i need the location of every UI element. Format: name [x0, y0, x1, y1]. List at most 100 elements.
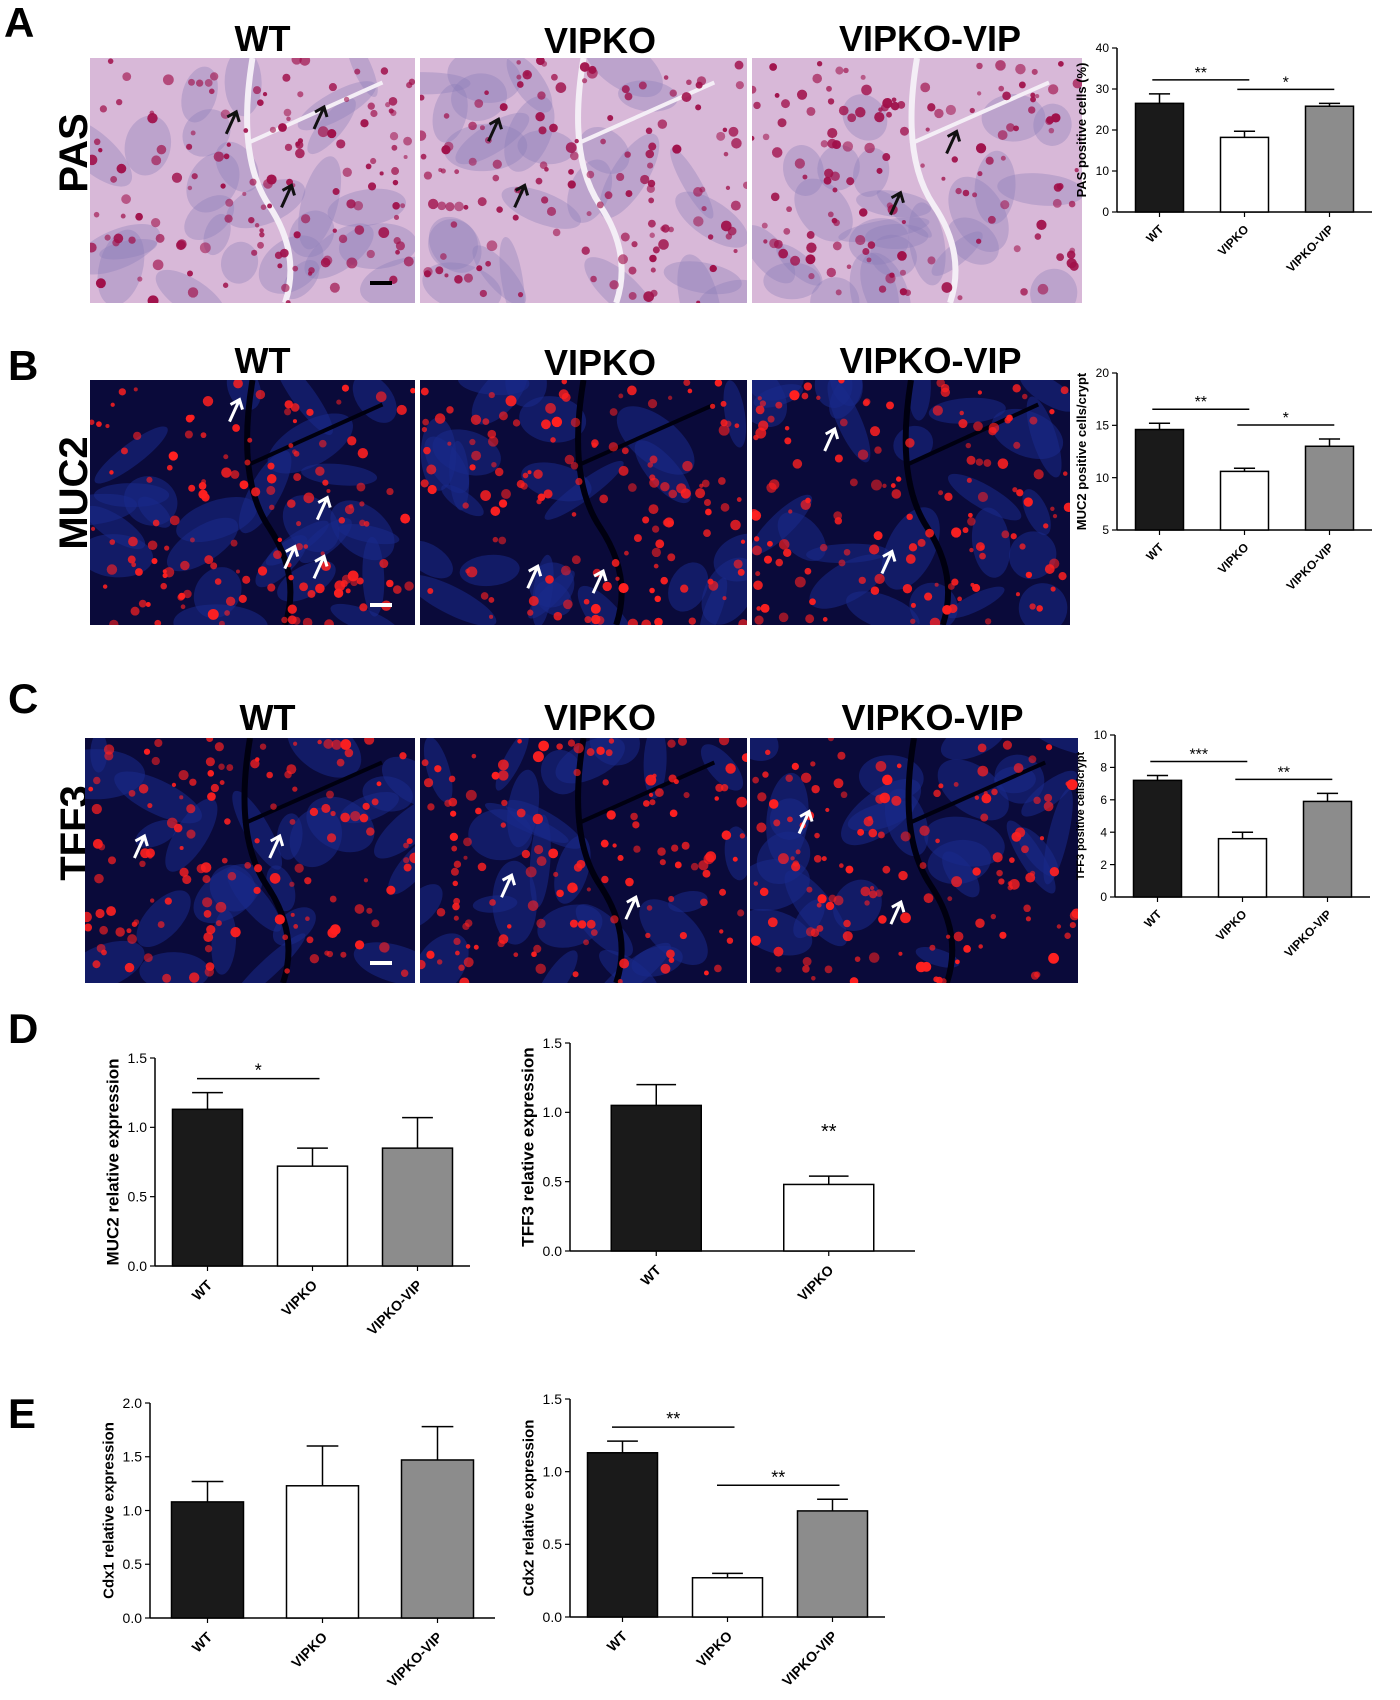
stained-cell: [147, 802, 153, 809]
stained-cell: [379, 559, 389, 569]
tissue-crypt: [447, 58, 522, 103]
stained-cell: [874, 573, 885, 585]
stained-cell: [1029, 603, 1036, 610]
stained-cell: [660, 963, 671, 974]
stained-cell: [882, 483, 887, 488]
stained-cell: [674, 861, 682, 869]
col-title-c-vipko-vip: VIPKO-VIP: [841, 697, 1024, 738]
stained-cell: [116, 98, 123, 106]
arrow-icon: [797, 809, 814, 835]
stained-cell: [806, 106, 816, 116]
stained-cell: [108, 856, 116, 865]
stained-cell: [556, 743, 563, 750]
stained-cell: [253, 864, 263, 873]
stained-cell: [805, 497, 811, 504]
stained-cell: [479, 125, 485, 131]
stained-cell: [477, 862, 487, 872]
stained-cell: [318, 439, 327, 448]
bar: [783, 1183, 875, 1252]
stained-cell: [287, 604, 297, 614]
stained-cell: [393, 214, 400, 220]
stained-cell: [203, 932, 214, 943]
stained-cell: [333, 588, 344, 598]
stained-cell: [147, 112, 158, 124]
stained-cell: [354, 225, 365, 235]
tissue-crypt: [1021, 770, 1078, 817]
tissue-crypt: [670, 147, 714, 219]
stained-cell: [633, 534, 642, 543]
stained-cell: [477, 197, 487, 207]
stained-cell: [596, 746, 605, 756]
y-tick-label: 4: [1100, 825, 1107, 839]
stained-cell: [124, 962, 135, 973]
stained-cell: [423, 446, 431, 455]
stained-cell: [527, 470, 532, 475]
stained-cell: [843, 919, 851, 928]
stained-cell: [105, 423, 110, 429]
stained-cell: [199, 242, 211, 254]
scale-bar: [370, 961, 392, 965]
stained-cell: [927, 103, 936, 112]
stained-cell: [608, 738, 615, 744]
stained-cell: [169, 515, 180, 526]
stained-cell: [406, 838, 413, 845]
stained-cell: [329, 895, 337, 903]
stained-cell: [292, 265, 299, 272]
stained-cell: [191, 173, 198, 180]
stained-cell: [668, 895, 675, 902]
stained-cell: [934, 582, 939, 587]
stained-cell: [453, 897, 461, 905]
stained-cell: [900, 831, 911, 842]
stained-cell: [703, 529, 711, 538]
tissue-crypt: [554, 835, 591, 904]
stained-cell: [189, 537, 195, 543]
stained-cell: [719, 888, 727, 896]
stained-cell: [953, 782, 959, 787]
stained-cell: [428, 198, 439, 210]
stained-cell: [95, 908, 105, 919]
stained-cell: [521, 849, 531, 859]
stained-cell: [789, 390, 800, 401]
stained-cell: [739, 833, 746, 839]
arrow-icon: [315, 495, 332, 521]
stained-cell: [877, 831, 885, 839]
stained-cell: [420, 94, 425, 101]
tissue-crypt: [700, 744, 744, 791]
x-tick-label: VIPKO: [1215, 540, 1251, 576]
stained-cell: [840, 791, 848, 799]
tissue-crypt: [599, 133, 660, 219]
stained-cell: [977, 765, 989, 777]
stained-cell: [842, 931, 853, 942]
stained-cell: [714, 380, 723, 387]
stained-cell: [720, 784, 729, 792]
stained-cell: [468, 157, 477, 166]
stained-cell: [762, 133, 770, 141]
stained-cell: [755, 405, 765, 415]
stained-cell: [488, 436, 499, 447]
stained-cell: [775, 401, 783, 409]
stained-cell: [586, 887, 591, 892]
stained-cell: [420, 130, 427, 141]
stained-cell: [247, 437, 253, 443]
stained-cell: [366, 907, 373, 914]
tissue-crypt: [353, 942, 415, 983]
stained-cell: [568, 168, 574, 175]
stained-cell: [976, 238, 982, 244]
stained-cell: [92, 960, 101, 969]
stained-cell: [204, 945, 213, 953]
stained-cell: [453, 937, 461, 946]
stained-cell: [862, 399, 870, 407]
stained-cell: [186, 829, 196, 839]
stained-cell: [701, 479, 710, 488]
stained-cell: [106, 564, 118, 575]
stained-cell: [230, 470, 240, 479]
stained-cell: [835, 289, 842, 296]
stained-cell: [822, 617, 828, 622]
stained-cell: [284, 408, 292, 416]
stained-cell: [1015, 592, 1020, 597]
stained-cell: [778, 248, 789, 259]
stained-cell: [752, 545, 762, 556]
stained-cell: [885, 273, 896, 284]
stained-cell: [792, 459, 803, 469]
stained-cell: [1013, 245, 1021, 253]
